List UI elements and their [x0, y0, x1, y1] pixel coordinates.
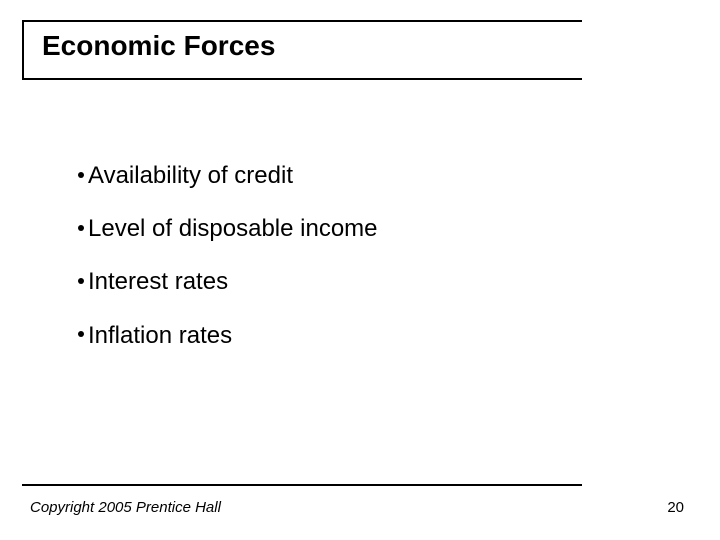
bullet-text: Availability of credit: [88, 162, 293, 189]
title-rule-left: [22, 20, 24, 80]
slide-container: Economic Forces Availability of credit L…: [0, 0, 720, 540]
content-area: Availability of credit Level of disposab…: [78, 160, 638, 373]
bullet-icon: [78, 278, 84, 284]
list-item: Level of disposable income: [78, 213, 638, 244]
bullet-icon: [78, 225, 84, 231]
title-rule-top: [22, 20, 582, 22]
title-rule-bottom: [22, 78, 582, 80]
bullet-text: Inflation rates: [88, 322, 232, 349]
slide-title: Economic Forces: [42, 30, 275, 62]
bullet-text: Interest rates: [88, 268, 228, 295]
list-item: Inflation rates: [78, 320, 638, 351]
list-item: Interest rates: [78, 266, 638, 297]
footer-rule: [22, 484, 582, 486]
footer-copyright: Copyright 2005 Prentice Hall: [30, 499, 221, 516]
bullet-icon: [78, 331, 84, 337]
bullet-text: Level of disposable income: [88, 215, 378, 242]
bullet-icon: [78, 172, 84, 178]
list-item: Availability of credit: [78, 160, 638, 191]
page-number: 20: [667, 499, 684, 516]
